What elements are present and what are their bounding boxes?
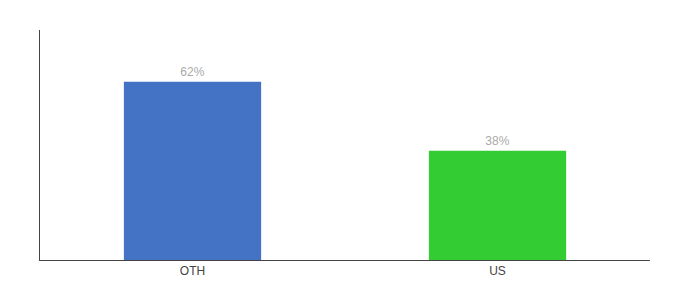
svg-text:38%: 38% (485, 134, 509, 148)
svg-text:OTH: OTH (180, 264, 205, 278)
svg-text:62%: 62% (180, 65, 204, 79)
svg-text:US: US (489, 264, 506, 278)
